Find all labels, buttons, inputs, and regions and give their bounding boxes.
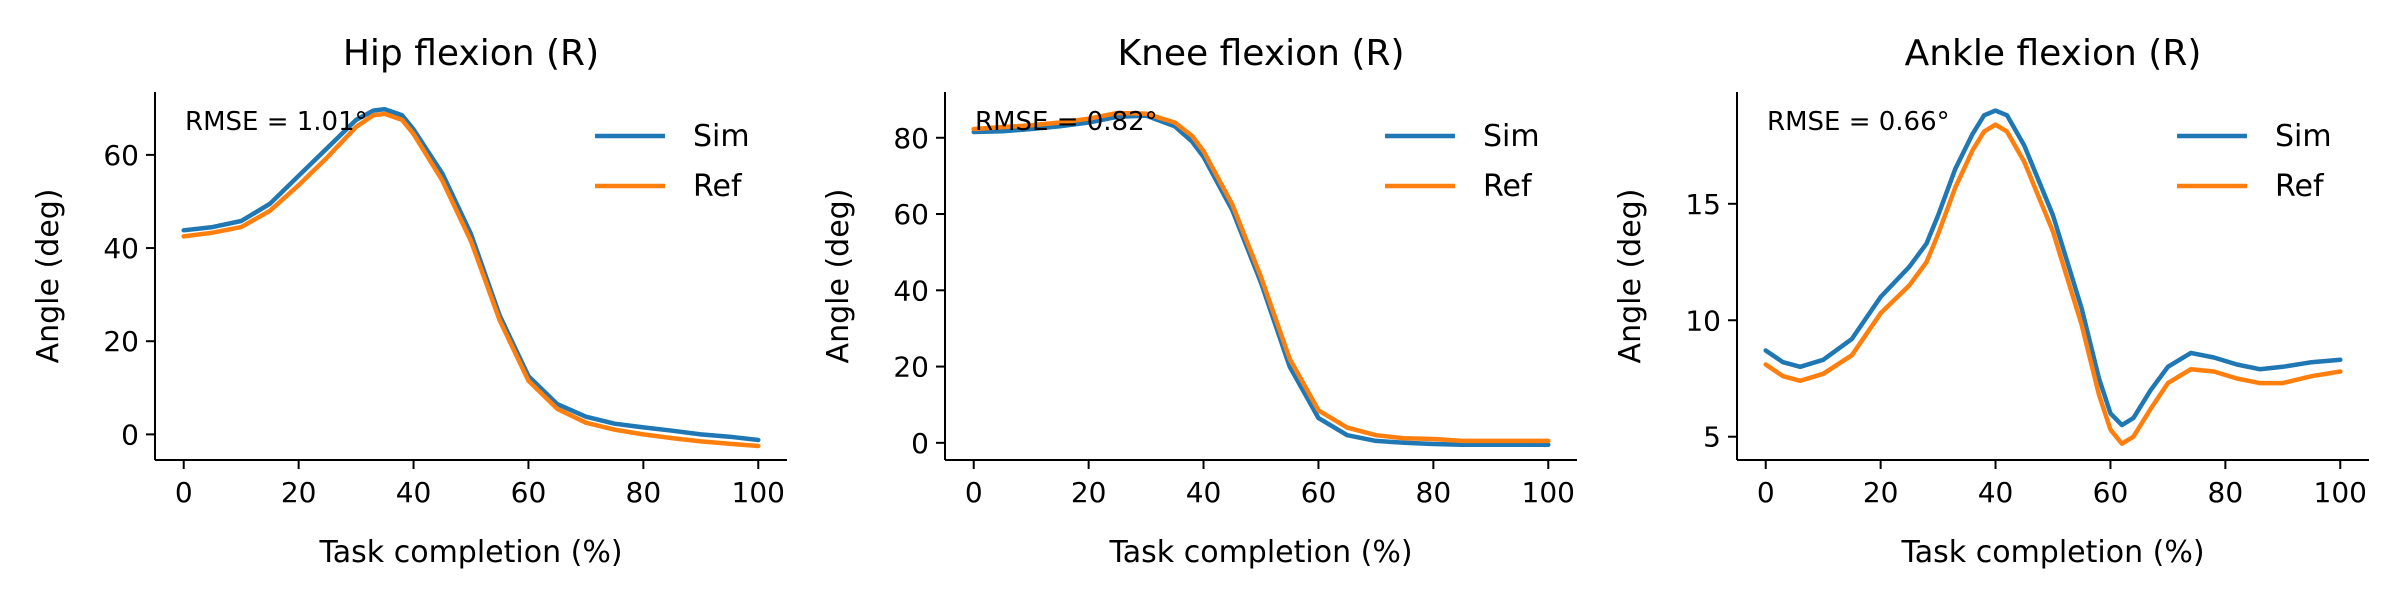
x-tick-label: 80 [626, 476, 662, 509]
x-tick-label: 80 [1416, 476, 1452, 509]
chart-panel-3: Ankle flexion (R) 0 20 40 60 80 100 5 10 15 Task c… [1613, 33, 2369, 570]
rmse-annotation: RMSE = 0.82° [975, 107, 1158, 137]
x-axis-label: Task completion (%) [318, 535, 622, 570]
x-tick-label: 60 [2093, 476, 2129, 509]
y-tick-label: 0 [121, 418, 139, 451]
y-tick-label: 60 [103, 139, 139, 172]
y-tick-label: 40 [103, 232, 139, 265]
y-tick-label: 80 [893, 122, 929, 155]
x-tick-label: 0 [1757, 476, 1775, 509]
y-tick-label: 20 [103, 325, 139, 358]
x-tick-label: 80 [2208, 476, 2244, 509]
rmse-annotation: RMSE = 1.01° [185, 107, 368, 137]
rmse-annotation: RMSE = 0.66° [1767, 107, 1950, 137]
chart-panel-2: Knee flexion (R)0 20 40 60 80 100020406080Tas… [821, 33, 1577, 570]
x-tick-label: 60 [1301, 476, 1337, 509]
x-axis-label: Task completion (%) [1900, 535, 2204, 570]
x-tick-label: 100 [1522, 476, 1575, 509]
chart-title: Knee flexion (R) [1117, 33, 1404, 74]
x-tick-label: 0 [965, 476, 983, 509]
chart-title: Ankle flexion (R) [1905, 33, 2202, 74]
x-tick-label: 0 [175, 476, 193, 509]
x-axis-label: Task completion (%) [1108, 535, 1412, 570]
y-tick-label: 15 [1685, 188, 1721, 221]
legend-label-ref: Ref [693, 169, 743, 204]
y-tick-label: 10 [1685, 304, 1721, 337]
series-line-sim [1763, 108, 2343, 428]
x-tick-label: 40 [1978, 476, 2014, 509]
y-axis-label: Angle (deg) [1613, 189, 1648, 364]
x-tick-label: 20 [281, 476, 317, 509]
x-tick-label: 20 [1863, 476, 1899, 509]
series-line-sim [181, 106, 761, 443]
x-tick-label: 40 [396, 476, 432, 509]
legend-label-ref: Ref [1483, 169, 1533, 204]
x-tick-label: 60 [511, 476, 547, 509]
y-tick-label: 20 [893, 351, 929, 384]
series-line-ref [971, 110, 1551, 444]
y-axis-label: Angle (deg) [821, 189, 856, 364]
series-line-ref [181, 111, 761, 449]
x-tick-label: 20 [1071, 476, 1107, 509]
legend-label-sim: Sim [693, 119, 750, 154]
legend-label-ref: Ref [2275, 169, 2325, 204]
legend-label-sim: Sim [2275, 119, 2332, 154]
chart-panel-1: Hip flexion (R) 0 20 40 60 80 100 0 20 40 60 Task c… [31, 33, 787, 570]
x-tick-label: 100 [2314, 476, 2367, 509]
y-tick-label: 0 [911, 427, 929, 460]
chart-title: Hip flexion (R) [343, 33, 599, 74]
series-line-ref [1763, 122, 2343, 446]
y-axis-label: Angle (deg) [31, 189, 66, 364]
y-tick-label: 40 [893, 274, 929, 307]
x-tick-label: 40 [1186, 476, 1222, 509]
x-tick-label: 100 [732, 476, 785, 509]
legend-label-sim: Sim [1483, 119, 1540, 154]
y-tick-label: 60 [893, 198, 929, 231]
y-tick-label: 5 [1703, 421, 1721, 454]
